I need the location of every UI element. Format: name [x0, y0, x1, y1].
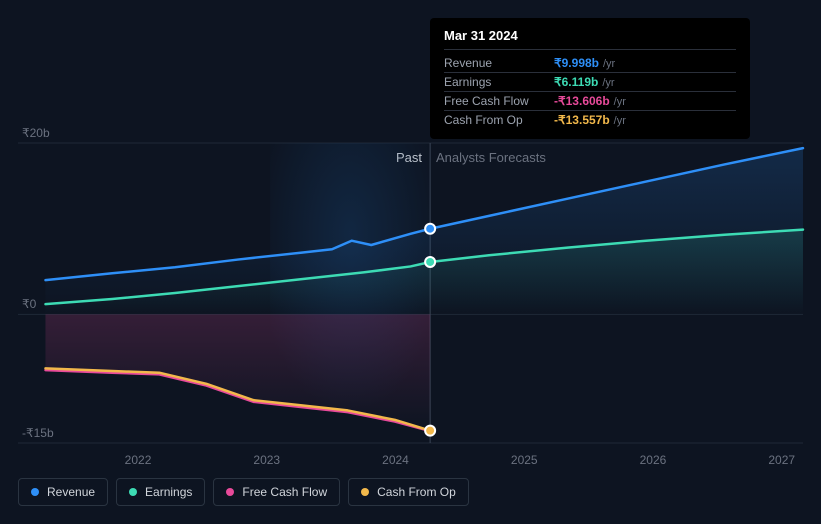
legend-label: Earnings: [145, 485, 192, 499]
tooltip-row-value: ₹6.119b: [554, 75, 598, 89]
tooltip-row: Free Cash Flow-₹13.606b/yr: [444, 92, 736, 111]
x-tick-label: 2026: [640, 453, 667, 467]
tooltip-row-label: Earnings: [444, 75, 554, 89]
x-tick-label: 2022: [125, 453, 152, 467]
legend-dot: [31, 488, 39, 496]
tooltip-title: Mar 31 2024: [444, 28, 736, 50]
tooltip-row-value: -₹13.557b: [554, 113, 610, 127]
tooltip-row-unit: /yr: [614, 115, 626, 127]
legend-dot: [129, 488, 137, 496]
tooltip-row-label: Free Cash Flow: [444, 94, 554, 108]
chart-container: ₹20b ₹0 -₹15b Past Analysts Forecasts 20…: [18, 18, 803, 506]
tooltip-row-label: Revenue: [444, 56, 554, 70]
chart-legend: Revenue Earnings Free Cash Flow Cash From O…: [18, 478, 469, 506]
legend-dot: [361, 488, 369, 496]
legend-label: Cash From Op: [377, 485, 456, 499]
legend-label: Free Cash Flow: [242, 485, 327, 499]
tooltip-row: Earnings₹6.119b/yr: [444, 73, 736, 92]
tooltip-row-unit: /yr: [603, 58, 615, 70]
tooltip-row-value: -₹13.606b: [554, 94, 610, 108]
legend-item-revenue[interactable]: Revenue: [18, 478, 108, 506]
tooltip-row: Cash From Op-₹13.557b/yr: [444, 111, 736, 129]
x-tick-label: 2025: [511, 453, 538, 467]
chart-tooltip: Mar 31 2024 Revenue₹9.998b/yrEarnings₹6.…: [430, 18, 750, 139]
tooltip-row-value: ₹9.998b: [554, 56, 599, 70]
legend-dot: [226, 488, 234, 496]
legend-item-cfo[interactable]: Cash From Op: [348, 478, 469, 506]
tooltip-row-unit: /yr: [602, 77, 614, 89]
x-tick-label: 2027: [768, 453, 795, 467]
tooltip-row-unit: /yr: [614, 96, 626, 108]
legend-item-fcf[interactable]: Free Cash Flow: [213, 478, 340, 506]
legend-item-earnings[interactable]: Earnings: [116, 478, 205, 506]
x-tick-label: 2023: [253, 453, 280, 467]
legend-label: Revenue: [47, 485, 95, 499]
x-tick-label: 2024: [382, 453, 409, 467]
tooltip-row: Revenue₹9.998b/yr: [444, 54, 736, 73]
tooltip-row-label: Cash From Op: [444, 113, 554, 127]
